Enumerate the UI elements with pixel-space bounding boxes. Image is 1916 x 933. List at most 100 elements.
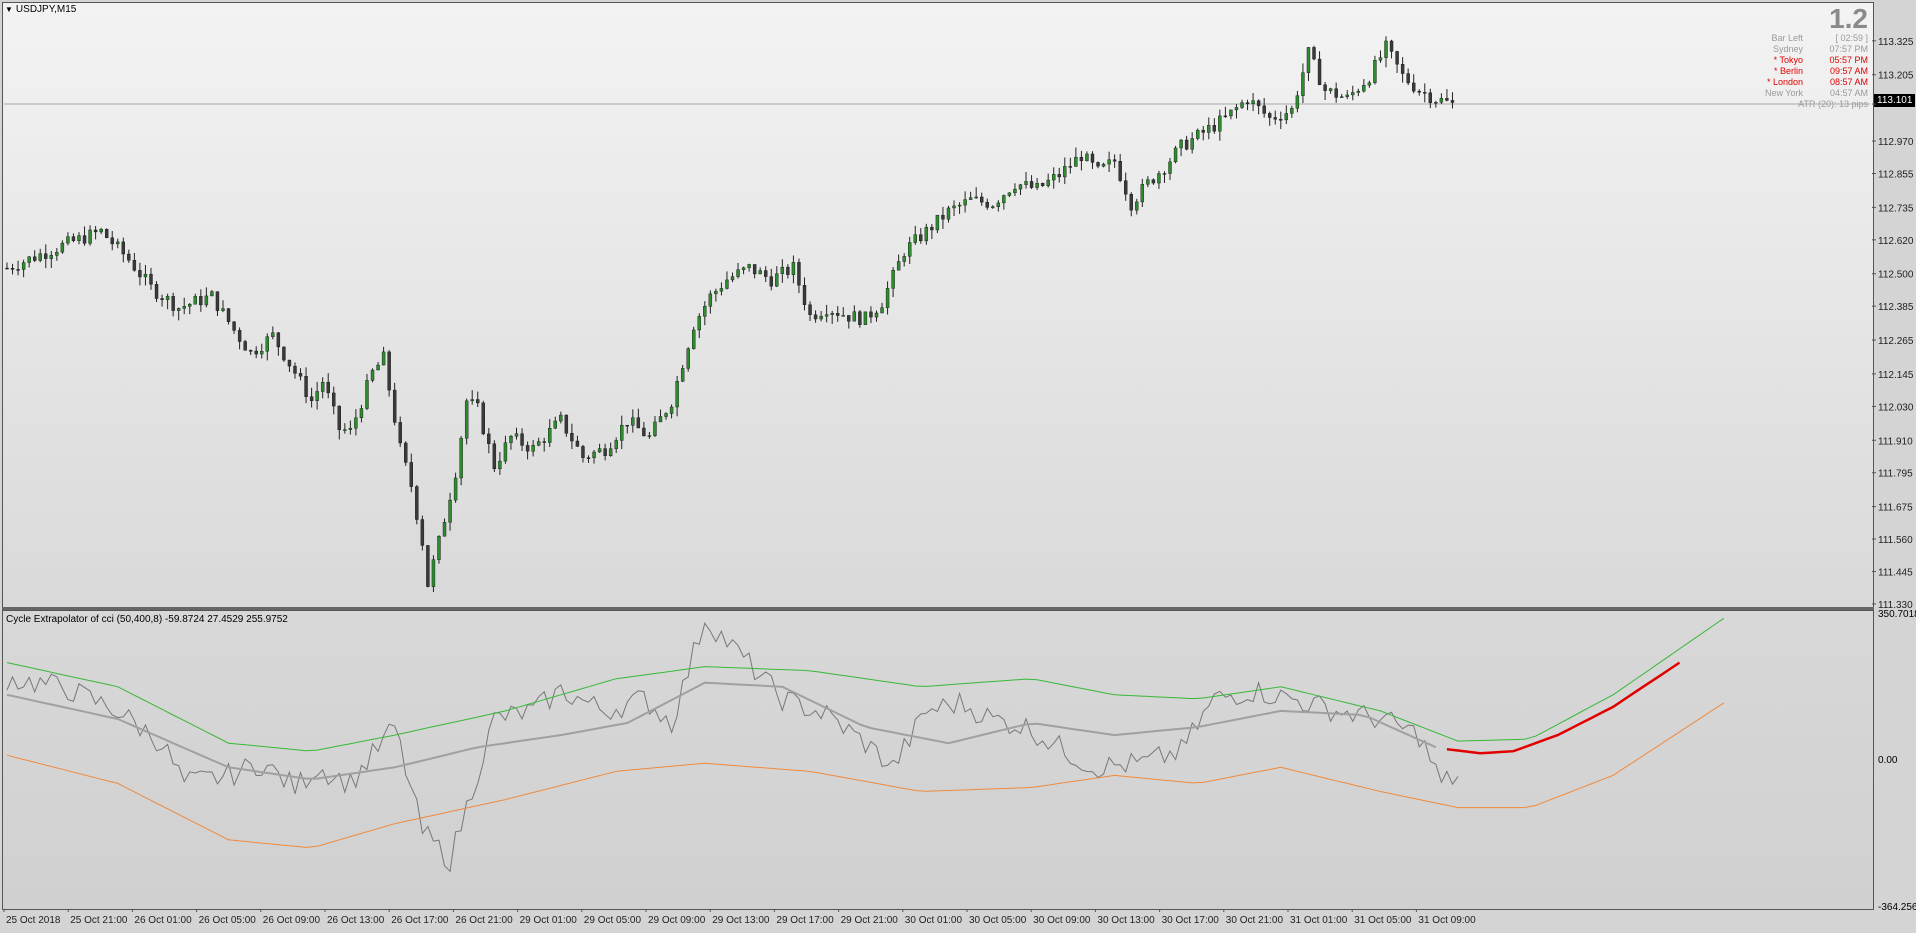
bull-candle — [996, 202, 1001, 207]
bull-candle — [952, 205, 956, 209]
bear-candle — [564, 414, 569, 434]
bull-candle — [1251, 100, 1255, 104]
bear-candle — [121, 241, 126, 255]
time-axis-label: 26 Oct 17:00 — [391, 915, 449, 926]
bear-candle — [426, 545, 430, 587]
bull-candle — [692, 329, 696, 349]
time-axis-label: 26 Oct 09:00 — [263, 915, 321, 926]
price-chart-pane[interactable] — [2, 2, 1874, 608]
bull-candle — [1052, 174, 1056, 181]
bear-candle — [492, 443, 497, 470]
time-axis-label: 30 Oct 13:00 — [1097, 915, 1155, 926]
bull-candle — [896, 261, 901, 271]
bull-candle — [1135, 201, 1139, 211]
bear-candle — [575, 440, 580, 447]
price-axis-label: 112.970 — [1878, 137, 1914, 148]
session-key: New York — [1764, 88, 1803, 98]
time-axis-label: 30 Oct 09:00 — [1033, 915, 1091, 926]
bear-candle — [1118, 160, 1122, 181]
price-axis-label: 113.325 — [1878, 37, 1914, 48]
bull-candle — [459, 438, 463, 479]
bear-candle — [1112, 159, 1117, 162]
price-axis-label: 111.795 — [1878, 469, 1913, 480]
bull-candle — [509, 436, 513, 443]
bear-candle — [1411, 82, 1416, 92]
bear-candle — [32, 256, 37, 261]
bull-candle — [963, 199, 967, 206]
bull-candle — [592, 451, 596, 458]
bull-candle — [343, 429, 347, 431]
price-axis-label: 112.620 — [1878, 236, 1914, 247]
bull-candle — [204, 295, 209, 306]
bear-candle — [138, 270, 142, 278]
bear-candle — [1423, 92, 1427, 94]
bear-candle — [398, 422, 402, 444]
bull-candle — [1378, 57, 1383, 61]
bull-candle — [55, 251, 59, 256]
bear-candle — [1029, 181, 1034, 188]
bear-candle — [1223, 115, 1228, 118]
bull-candle — [608, 448, 613, 456]
bull-candle — [442, 522, 447, 537]
time-axis-label: 30 Oct 21:00 — [1226, 915, 1284, 926]
bear-candle — [127, 253, 131, 261]
bear-candle — [930, 226, 934, 231]
bear-candle — [1212, 125, 1217, 132]
bull-candle — [747, 264, 751, 268]
bull-candle — [66, 236, 70, 244]
bull-candle — [1218, 115, 1222, 132]
bear-candle — [625, 424, 629, 427]
price-axis-label: 111.330 — [1878, 600, 1913, 611]
price-axis-label: 111.445 — [1878, 568, 1913, 579]
bull-candle — [182, 306, 186, 309]
bull-candle — [536, 441, 541, 446]
session-row: * Tokyo 05:57 PM — [1708, 55, 1868, 66]
bear-candle — [1040, 183, 1045, 186]
bull-candle — [99, 229, 103, 233]
time-axis-label: 31 Oct 05:00 — [1354, 915, 1412, 926]
dropdown-triangle-icon[interactable]: ▼ — [5, 5, 13, 14]
time-axis-label: 25 Oct 21:00 — [70, 915, 128, 926]
bear-candle — [1395, 51, 1399, 65]
bear-candle — [1129, 193, 1133, 211]
bull-candle — [381, 351, 386, 366]
bull-candle — [1384, 40, 1388, 58]
time-axis-label: 30 Oct 17:00 — [1162, 915, 1220, 926]
indicator-pane[interactable] — [2, 610, 1874, 910]
bull-candle — [470, 399, 474, 402]
bear-candle — [1406, 73, 1410, 84]
bull-candle — [974, 196, 978, 199]
symbol-label: ▼ USDJPY,M15 — [5, 4, 76, 15]
bull-candle — [1179, 139, 1183, 149]
bear-candle — [293, 365, 297, 374]
bear-candle — [1445, 98, 1449, 101]
session-key: Bar Left — [1771, 33, 1803, 43]
bear-candle — [581, 446, 585, 458]
bull-candle — [176, 308, 181, 311]
bear-candle — [520, 433, 524, 446]
session-key: * Berlin — [1773, 66, 1803, 76]
bear-candle — [808, 304, 812, 315]
bull-candle — [863, 311, 868, 325]
session-row: New York 04:57 AM — [1708, 88, 1868, 99]
bull-candle — [736, 269, 740, 277]
bull-candle — [1035, 183, 1039, 188]
bear-candle — [82, 235, 87, 244]
indicator-series-line — [6, 617, 1725, 752]
bull-candle — [946, 207, 951, 220]
indicator-title: Cycle Extrapolator of cci (50,400,8) -59… — [6, 614, 288, 625]
pane-divider[interactable] — [2, 607, 1874, 610]
price-axis-label: 111.910 — [1878, 436, 1913, 447]
bull-candle — [370, 369, 375, 381]
bull-candle — [597, 448, 602, 453]
bear-candle — [309, 396, 314, 401]
session-row: * London 08:57 AM — [1708, 77, 1868, 88]
bear-candle — [404, 442, 408, 463]
price-axis-label: 112.030 — [1878, 402, 1914, 413]
bull-candle — [631, 417, 635, 426]
session-row: Sydney 07:57 PM — [1708, 44, 1868, 55]
bull-candle — [1190, 138, 1194, 150]
bull-candle — [775, 273, 779, 287]
bull-candle — [957, 204, 962, 207]
price-axis-label: 112.735 — [1878, 203, 1914, 214]
